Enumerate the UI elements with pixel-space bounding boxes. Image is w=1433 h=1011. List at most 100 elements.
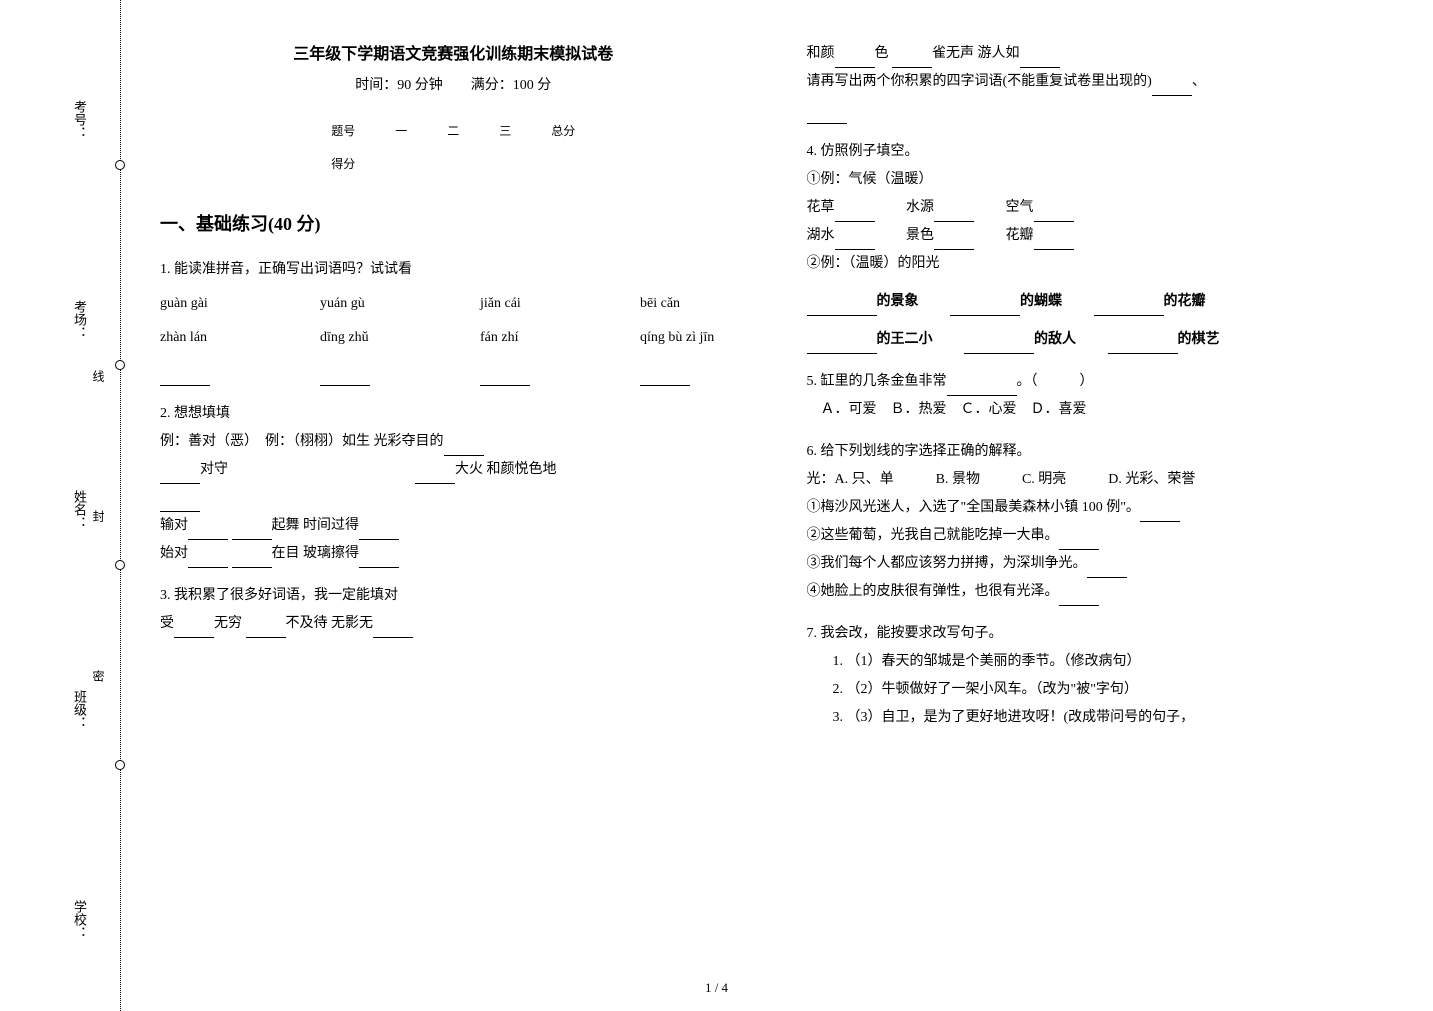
answer-blank [1152,79,1192,96]
answer-blank [807,299,877,316]
text: ④她脸上的皮肤很有弹性，也很有光泽。 [807,584,1059,599]
answer-blank [232,523,272,540]
exam-title: 三年级下学期语文竞赛强化训练期末模拟试卷 [160,40,747,64]
answer-blank [934,233,974,250]
q4-items-row: 湖水 景色 花瓣 [807,222,1394,250]
score-header: 一 [375,114,427,147]
content-area: 三年级下学期语文竞赛强化训练期末模拟试卷 时间：90 分钟 满分：100 分 题… [160,40,1393,746]
text: 的王二小 [877,332,933,347]
answer-blank [320,369,370,386]
binding-circle [115,560,125,570]
q4-bold-row: 的景象 的蝴蝶 的花瓣 [807,288,1394,316]
pinyin-item: bēi cǎn [640,290,740,318]
answer-blank [373,621,413,638]
answer-blank [160,467,200,484]
score-cell [375,147,427,180]
right-column: 和颜色 雀无声 游人如 请再写出两个你积累的四字词语(不能重复试卷里出现的)、 … [807,40,1394,746]
answer-blank [1020,51,1060,68]
answer-blank [1059,589,1099,606]
q1-prompt: 1. 能读准拼音，正确写出词语吗？试试看 [160,256,747,284]
answer-blank [359,523,399,540]
q4-example2-label: ②例：（温暖）的阳光 [807,250,1394,278]
answer-blank [1094,299,1164,316]
q6-item: ③我们每个人都应该努力拼搏，为深圳争光。 [807,550,1394,578]
text: 的敌人 [1034,332,1076,347]
text: 无穷 [214,616,246,631]
question-7: 7. 我会改，能按要求改写句子。 （1）春天的邹城是个美丽的季节。（修改病句） … [807,620,1394,732]
binding-circle [115,760,125,770]
binding-strip: 考号： 考场： 姓名： 班级： 学校： 线 封 密 [70,0,140,1011]
binding-inner-label: 密 [90,670,107,682]
answer-blank [1034,233,1074,250]
binding-inner-label: 线 [90,370,107,382]
answer-blank [232,551,272,568]
score-header: 三 [479,114,531,147]
answer-blank [640,369,690,386]
score-cell [479,147,531,180]
answer-blank [1140,505,1180,522]
pinyin-item: fán zhí [480,324,580,352]
answer-blank [160,369,210,386]
answer-blank [188,551,228,568]
pinyin-item: dīng zhǔ [320,324,420,352]
score-cell [427,147,479,180]
pinyin-row: zhàn lán dīng zhǔ fán zhí qíng bù zì jīn [160,324,747,352]
list-item: （3）自卫，是为了更好地进攻呀！(改成带问号的句子， [847,704,1394,732]
question-1: 1. 能读准拼音，正确写出词语吗？试试看 guàn gài yuán gù ji… [160,256,747,386]
q7-sublist: （1）春天的邹城是个美丽的季节。（修改病句） （2）牛顿做好了一架小风车。（改为… [807,648,1394,732]
text: 在目 玻璃擦得 [272,546,360,561]
text: 受 [160,616,174,631]
q3-line: 受 无穷 不及待 无影无 [160,610,747,638]
q3-line: 请再写出两个你积累的四字词语(不能重复试卷里出现的) 、 [807,68,1394,96]
answer-blank [807,337,877,354]
text: 请再写出两个你积累的四字词语(不能重复试卷里出现的) [807,74,1152,89]
text: 的棋艺 [1178,332,1220,347]
answer-blank [835,233,875,250]
text: 大火 和颜悦色地 [455,462,557,477]
text: 雀无声 游人如 [932,46,1020,61]
answer-blank [964,337,1034,354]
question-3: 3. 我积累了很多好词语，我一定能填对 受 无穷 不及待 无影无 [160,582,747,638]
text: 不及待 无影无 [286,616,374,631]
text: ②这些葡萄，光我自己就能吃掉一大串。 [807,528,1059,543]
page-number: 1 / 4 [705,980,728,996]
score-header: 二 [427,114,479,147]
answer-blank [1087,561,1127,578]
q5-options: Ａ．可爱 Ｂ．热爱 Ｃ．心爱 Ｄ．喜爱 [807,396,1394,424]
pinyin-item: zhàn lán [160,324,260,352]
question-3-cont: 和颜色 雀无声 游人如 请再写出两个你积累的四字词语(不能重复试卷里出现的) 、 [807,40,1394,124]
q2-line: 例：善对（恶） 例：（栩栩）如生 光彩夺目的 [160,428,747,456]
answer-blank [188,523,228,540]
score-header: 题号 [311,114,375,147]
text: 、 [1192,74,1206,89]
answer-blank [1059,533,1099,550]
q3-prompt: 3. 我积累了很多好词语，我一定能填对 [160,582,747,610]
text: 的景象 [877,294,919,309]
q4-bold-row: 的王二小 的敌人 的棋艺 [807,326,1394,354]
q7-prompt: 7. 我会改，能按要求改写句子。 [807,620,1394,648]
score-cell [531,147,595,180]
q4-prompt: 4. 仿照例子填空。 [807,138,1394,166]
answer-blank [444,439,484,456]
q2-line: 输对 起舞 时间过得 [160,512,747,540]
score-header: 总分 [531,114,595,147]
text: 例：善对（恶） 例：（栩栩）如生 光彩夺目的 [160,434,444,449]
answer-blank [160,495,200,512]
binding-label-name: 姓名： [70,490,89,529]
binding-label-exam-number: 考号： [70,100,89,139]
text: 。（ ） [1017,374,1094,389]
question-6: 6. 给下列划线的字选择正确的解释。 光：A. 只、单 B. 景物 C. 明亮 … [807,438,1394,606]
text: 景色 [906,228,934,243]
q3-line: 和颜色 雀无声 游人如 [807,40,1394,68]
pinyin-item: jiǎn cái [480,290,580,318]
q6-prompt: 6. 给下列划线的字选择正确的解释。 [807,438,1394,466]
text: 的花瓣 [1164,294,1206,309]
answer-blank [835,205,875,222]
answer-blank [480,369,530,386]
answer-blank [246,621,286,638]
answer-blank-row [160,358,747,386]
pinyin-item: yuán gù [320,290,420,318]
text: 始对 [160,546,188,561]
answer-blank [892,51,932,68]
binding-label-exam-room: 考场： [70,300,89,339]
